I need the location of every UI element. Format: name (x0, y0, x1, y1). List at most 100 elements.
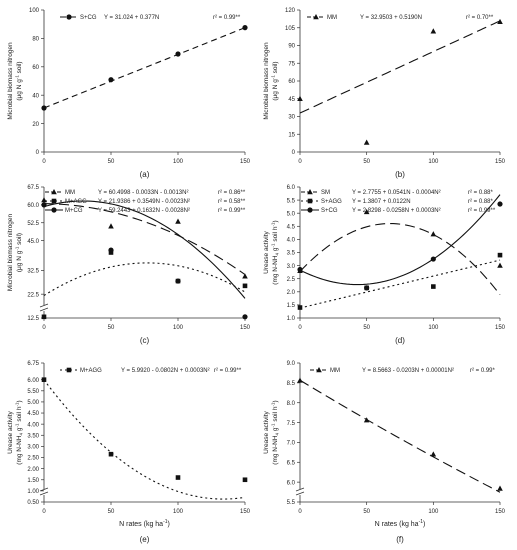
legend-label: M+AGG (65, 199, 87, 205)
chart-panel-a: 0 20 40 60 80 100 0 50 100 150 Microbial biomass n… (7, 8, 251, 179)
x-tick-label: 50 (108, 325, 115, 331)
y-tick-label: 15 (288, 132, 295, 138)
y-tick-label: 0.50 (27, 500, 39, 506)
y-tick-label: 7.5 (287, 421, 296, 427)
y-axis-unit-label: (mg N-NH4 g-1 soil h-1) (271, 220, 280, 284)
y-tick-label: 5.5 (287, 500, 296, 506)
y-tick-label: 6.0 (287, 480, 296, 486)
y-tick-label: 5.5 (287, 198, 296, 204)
x-tick-label: 50 (363, 325, 370, 331)
fit-curve (299, 194, 501, 286)
y-tick-label: 60 (288, 79, 295, 85)
y-tick-label: 1.00 (27, 489, 39, 495)
y-axis-label: Urease activity (7, 410, 14, 453)
chart-panel-d: 1.0 1.5 2.0 2.5 3.0 3.5 4.0 4.5 5.0 5.5 6.0 0 50 100 1… (263, 185, 506, 345)
chart-panel-f: 5.5 6.0 6.5 7.0 7.5 8.0 8.5 9.0 0 50 100 150 Urease … (263, 361, 506, 544)
legend-entry: S+AGG Y = 1.3807 + 0.0122N r² = 0.88* (301, 198, 494, 205)
legend-marker (307, 198, 313, 204)
data-point (497, 201, 503, 207)
y-tick-label: 20 (32, 122, 39, 128)
legend-entry: MM Y = 32.9503 + 0.5190N r² = 0.70** (307, 14, 494, 21)
r-squared-label: r² = 0.99** (214, 368, 242, 374)
legend-entry: M+CG Y = 59.2443 + 0.1632N - 0.0028N² r² =… (45, 207, 246, 214)
y-tick-label: 60.0 (27, 203, 39, 209)
series-m-agg (41, 250, 248, 320)
y-tick-label: 80 (32, 37, 39, 43)
data-point (175, 278, 181, 284)
r-squared-label: r² = 0.88* (468, 199, 494, 205)
axis-break-gap (40, 489, 48, 495)
y-tick-label: 4.00 (27, 422, 39, 428)
fit-curve (43, 203, 246, 275)
y-axis-unit-label: (mg N-NH4 g-1 soil h-1) (271, 400, 280, 464)
y-tick-label: 2.00 (27, 467, 39, 473)
y-axis-unit-label: (μg N g-1 soil) (15, 233, 24, 272)
axis-break-mark (39, 307, 49, 312)
data-point (430, 256, 436, 262)
data-point (363, 139, 370, 145)
data-point (497, 485, 503, 491)
regression-equation: Y = 1.3807 + 0.0122N (352, 199, 411, 205)
y-tick-label: 1.5 (287, 303, 296, 309)
legend-marker (66, 14, 72, 20)
y-axis-unit-label: (μg N g-1 soil) (271, 61, 280, 100)
y-tick-label: 5.0 (287, 211, 296, 217)
data-point (242, 273, 248, 279)
x-axis-label: N rates (kg ha-1) (375, 519, 426, 528)
series-m-agg (41, 377, 248, 500)
legend-label: MM (65, 190, 75, 196)
data-point (431, 284, 436, 289)
data-point (41, 105, 47, 111)
x-tick-label: 150 (240, 325, 251, 331)
y-tick-label: 3.50 (27, 433, 39, 439)
data-point (364, 285, 370, 291)
y-tick-label: 0 (36, 150, 40, 156)
series-s-cg (41, 25, 248, 111)
fit-curve (43, 27, 246, 109)
data-point (497, 252, 503, 258)
data-point (242, 283, 248, 289)
data-point (242, 314, 248, 320)
x-tick-label: 0 (298, 509, 302, 515)
r-squared-label: r² = 0.88* (468, 190, 494, 196)
legend-marker (307, 189, 313, 195)
y-tick-label: 8.5 (287, 381, 296, 387)
axis-break-mark (39, 491, 49, 496)
data-point (41, 202, 47, 208)
regression-equation: Y = 60.4998 - 0.0033N - 0.0013N² (98, 190, 188, 196)
x-tick-label: 150 (240, 159, 251, 165)
series-mm (297, 377, 503, 493)
x-tick-label: 50 (108, 159, 115, 165)
x-tick-label: 50 (108, 509, 115, 515)
r-squared-label: r² = 0.99* (470, 368, 496, 374)
fit-curve (43, 262, 246, 296)
y-tick-label: 4.50 (27, 411, 39, 417)
data-point (175, 475, 181, 480)
legend-entry: M+AGG Y = 5.9920 - 0.0802N + 0.0003N² r² =… (60, 367, 242, 374)
y-tick-label: 3.0 (287, 264, 296, 270)
axis-break-mark (295, 487, 305, 492)
data-point (41, 197, 47, 203)
y-tick-label: 6.75 (27, 361, 39, 367)
x-tick-label: 50 (363, 159, 370, 165)
x-tick-label: 0 (42, 325, 46, 331)
y-tick-label: 1.0 (287, 316, 296, 322)
y-axis-unit-label: (μg N g-1 soil) (15, 61, 24, 100)
data-point (242, 477, 248, 483)
fit-curve (299, 223, 501, 296)
legend-marker (51, 198, 57, 204)
y-axis-unit-label: (mg N-NH4 g-1 soil h-1) (15, 400, 24, 464)
chart-panel-c: 12.5 22.5 32.5 45.0 52.5 60.0 67.5 0 50 100 150 Mic… (7, 185, 251, 345)
y-tick-label: 2.50 (27, 456, 39, 462)
series-s-cg (297, 194, 503, 291)
x-tick-label: 0 (42, 159, 46, 165)
regression-equation: Y = 32.9503 + 0.5190N (360, 15, 422, 21)
y-tick-label: 40 (32, 93, 39, 99)
data-point (108, 247, 114, 253)
panel-label: (d) (395, 336, 405, 345)
y-tick-label: 105 (285, 26, 296, 32)
y-tick-label: 12.5 (27, 316, 39, 322)
y-tick-label: 3.5 (287, 251, 296, 257)
y-tick-label: 6.5 (287, 460, 296, 466)
y-tick-label: 0 (292, 150, 296, 156)
